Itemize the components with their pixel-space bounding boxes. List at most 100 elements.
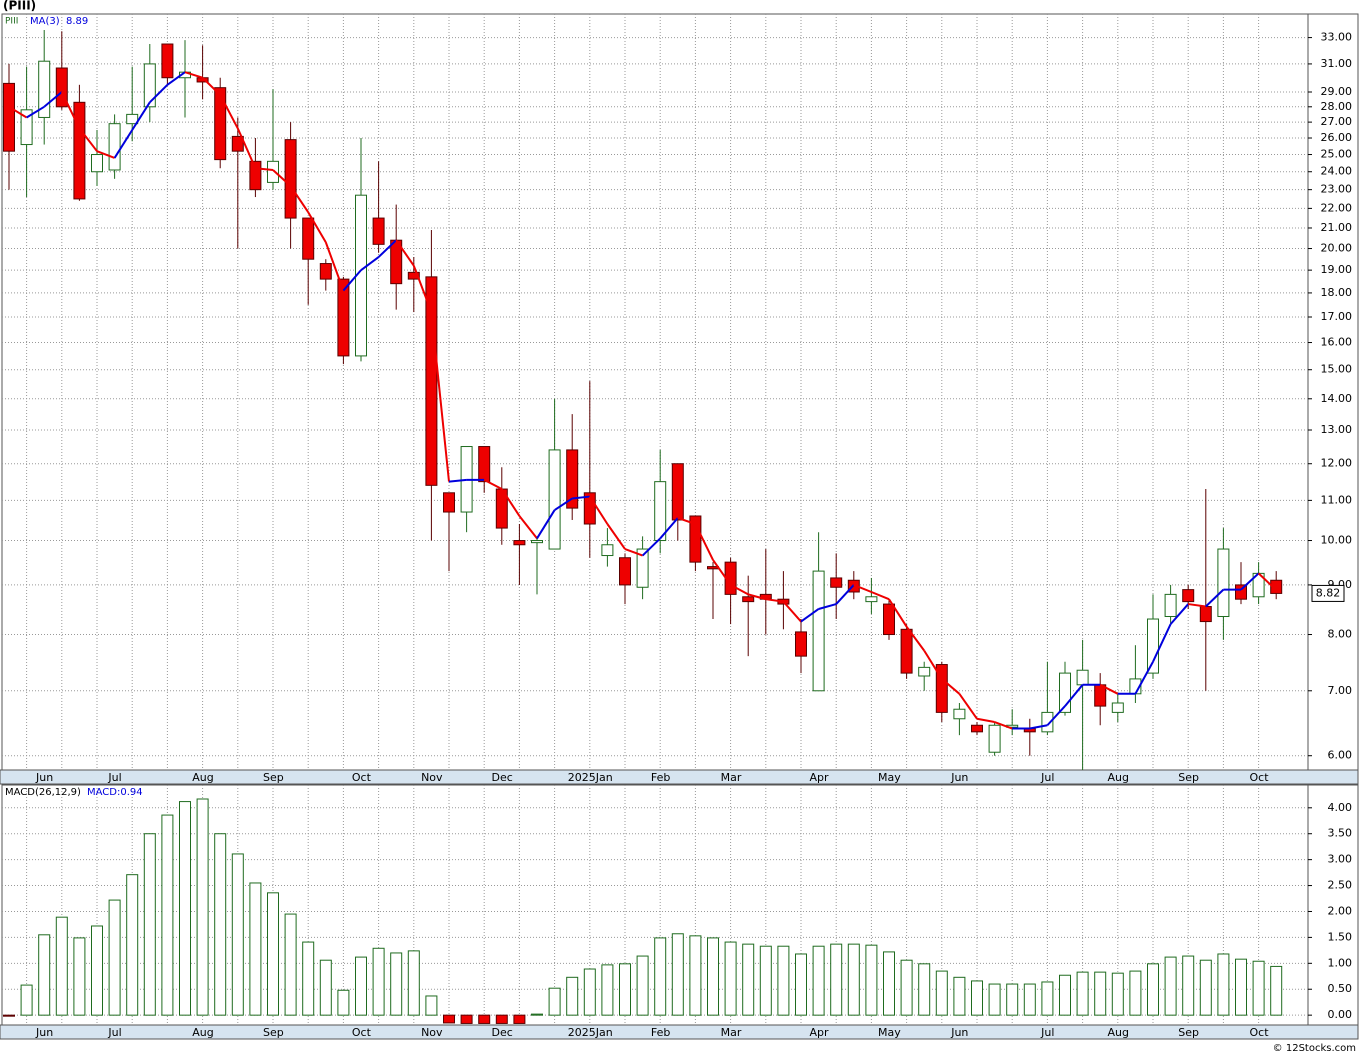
candle-body (1164, 593, 1177, 617)
candle-body (953, 708, 966, 720)
candle-body (302, 217, 315, 260)
bar (847, 943, 860, 1016)
ma-line (958, 693, 978, 720)
candle-body (988, 724, 1001, 753)
bar (953, 976, 966, 1016)
bar (55, 916, 68, 1016)
bar (1164, 956, 1177, 1016)
bar (460, 1014, 473, 1024)
x-tick-label: Oct (1249, 771, 1269, 784)
ma-line (395, 239, 415, 267)
bar (566, 976, 579, 1016)
bar (214, 833, 227, 1016)
bar (126, 874, 139, 1016)
bar (478, 1014, 491, 1024)
ma-line (554, 497, 573, 511)
candle-body (548, 449, 561, 550)
bar (619, 963, 631, 1016)
bar (390, 952, 403, 1016)
candle-body (1094, 684, 1107, 707)
bar (636, 955, 649, 1016)
bar (988, 983, 1001, 1016)
x-tick-label: Jul (1040, 771, 1054, 784)
candle-body (108, 123, 121, 171)
bar (654, 937, 667, 1016)
bar (407, 950, 420, 1016)
y-tick-label: 6.00 (1328, 749, 1353, 762)
y-tick-label: 29.00 (1321, 85, 1353, 98)
bar (249, 882, 262, 1016)
candle-body (231, 135, 244, 152)
bar (918, 963, 931, 1016)
candle-body (689, 515, 702, 563)
ma-line (888, 598, 908, 628)
ma-line (1188, 603, 1206, 608)
ma-line (255, 167, 274, 171)
bar (91, 925, 103, 1016)
ma-line (588, 496, 609, 525)
bar (1006, 983, 1019, 1016)
bar (1059, 974, 1071, 1016)
y-tick-label: 10.00 (1321, 534, 1353, 547)
bar (777, 945, 790, 1016)
y-tick-label: 17.00 (1321, 310, 1353, 323)
ma-line (1134, 661, 1154, 695)
candle-body (91, 154, 103, 173)
candle-body (1059, 672, 1071, 713)
candle-body (319, 263, 332, 280)
candle-body (812, 570, 825, 692)
candle-body (143, 63, 156, 108)
candle-body (619, 557, 631, 586)
ma-line (166, 71, 186, 86)
ma-line (219, 94, 239, 129)
candle-body (742, 596, 755, 603)
bar (196, 798, 209, 1016)
last-price-box (1311, 584, 1345, 602)
x-axis-band (0, 1024, 1359, 1040)
ma-line (236, 127, 257, 169)
bar (689, 935, 702, 1016)
x-tick-label: Aug (1107, 1026, 1128, 1039)
y-tick-label: 7.00 (1328, 684, 1353, 697)
bar (548, 987, 561, 1016)
ma-line (412, 265, 433, 313)
ma-line (448, 478, 467, 483)
y-tick-label: 21.00 (1321, 221, 1353, 234)
y-tick-label: 11.00 (1321, 493, 1353, 506)
ma-line (923, 650, 943, 680)
legend-macd: MACD:0.94 (87, 787, 143, 798)
bar (372, 947, 385, 1016)
bar (830, 943, 843, 1016)
candle-body (935, 664, 948, 713)
y-tick-label: 2.50 (1328, 879, 1353, 892)
bar (20, 984, 33, 1016)
bar (73, 937, 86, 1016)
bar (143, 833, 156, 1016)
x-tick-label: Nov (421, 771, 443, 784)
bar (1111, 972, 1124, 1016)
ma-line (941, 678, 961, 695)
ma-line (818, 603, 837, 610)
ma-line (289, 185, 310, 213)
bar (179, 801, 191, 1016)
candle-body (425, 276, 438, 486)
bar (601, 964, 614, 1016)
candle-body (38, 60, 51, 118)
ma-line (342, 269, 362, 292)
candle-body (3, 82, 15, 152)
y-tick-label: 18.00 (1321, 286, 1353, 299)
bar (284, 913, 297, 1016)
legend-ma: MA(3) (30, 16, 60, 27)
ma-line (536, 509, 556, 539)
bar (1129, 970, 1142, 1016)
ma-line (712, 559, 732, 586)
ma-line (765, 598, 784, 603)
bar (319, 959, 332, 1016)
x-tick-label: Apr (809, 771, 829, 784)
ma-line (994, 721, 1013, 730)
candle-body (566, 449, 579, 509)
panel-title: MACD(26,12,9) (5, 787, 81, 798)
candle-body (1270, 579, 1283, 594)
last-price-label: 8.82 (1316, 586, 1341, 599)
